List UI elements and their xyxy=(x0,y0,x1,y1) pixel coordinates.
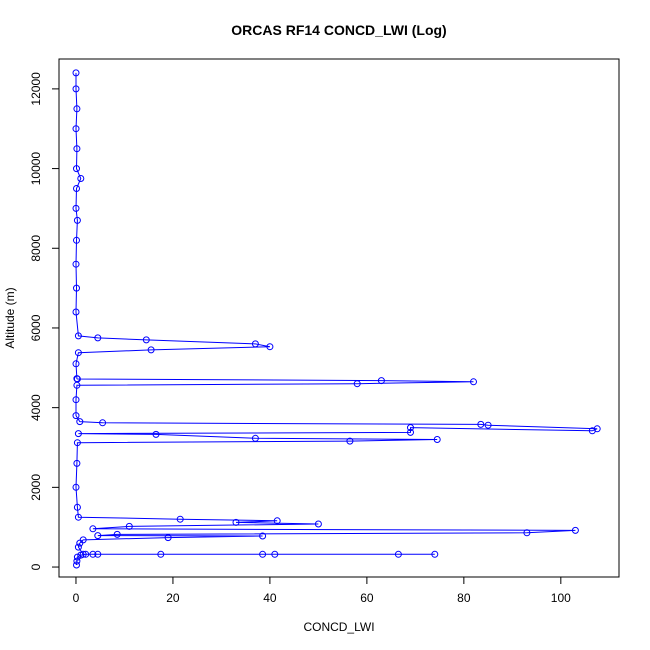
data-point xyxy=(73,439,81,447)
data-point xyxy=(273,517,281,525)
data-point xyxy=(346,437,354,445)
data-point xyxy=(74,513,82,521)
data-point xyxy=(72,483,80,491)
data-point xyxy=(74,349,82,357)
data-point xyxy=(73,236,80,244)
y-axis: 0 2000 4000 6000 8000 10000 12000 xyxy=(29,72,60,570)
data-point xyxy=(74,332,82,340)
x-axis-label: CONCD_LWI xyxy=(303,620,374,634)
data-point xyxy=(73,284,80,292)
y-tick-label: 12000 xyxy=(29,72,43,106)
y-axis-label: Altitude (m) xyxy=(3,287,17,348)
data-point xyxy=(73,105,81,113)
data-point xyxy=(73,381,81,389)
data-point xyxy=(89,525,97,533)
data-point xyxy=(73,459,81,467)
data-point xyxy=(72,85,80,93)
data-point xyxy=(73,503,81,511)
data-point xyxy=(588,427,596,435)
y-tick-label: 10000 xyxy=(29,152,43,186)
data-point xyxy=(76,418,84,426)
data-point xyxy=(73,165,80,173)
data-point xyxy=(72,204,80,212)
data-point xyxy=(266,343,274,351)
data-point xyxy=(431,550,439,558)
data-point xyxy=(164,534,172,542)
data-point xyxy=(72,396,80,404)
y-tick-label: 6000 xyxy=(29,314,43,341)
x-tick-label: 40 xyxy=(263,591,277,605)
data-point xyxy=(523,529,531,537)
data-point xyxy=(89,550,97,558)
x-axis: 0 20 40 60 80 100 xyxy=(73,576,571,605)
data-point xyxy=(74,430,82,438)
data-point xyxy=(377,377,385,385)
data-point xyxy=(82,550,90,558)
data-point xyxy=(76,539,84,547)
data-point xyxy=(571,526,579,534)
data-point xyxy=(77,551,85,559)
data-point xyxy=(353,380,361,388)
data-point xyxy=(314,520,322,528)
x-tick-label: 20 xyxy=(166,591,180,605)
data-point xyxy=(259,550,267,558)
data-point xyxy=(94,550,102,558)
data-point xyxy=(72,125,80,133)
data-point xyxy=(73,557,81,565)
data-point xyxy=(72,260,80,268)
data-point xyxy=(157,550,165,558)
y-tick-label: 0 xyxy=(29,563,43,570)
data-point xyxy=(72,308,80,316)
data-point xyxy=(73,145,81,153)
data-point xyxy=(407,424,414,432)
data-point xyxy=(394,550,402,558)
x-tick-label: 100 xyxy=(551,591,571,605)
data-point xyxy=(251,340,259,348)
series-line xyxy=(75,72,598,566)
data-point xyxy=(470,378,477,386)
data-point xyxy=(232,518,240,526)
data-point xyxy=(72,360,80,368)
data-point xyxy=(94,532,102,540)
data-point xyxy=(142,336,150,344)
series-group xyxy=(72,69,601,569)
data-point xyxy=(125,522,133,530)
data-point xyxy=(113,530,121,538)
y-tick-label: 4000 xyxy=(29,394,43,421)
data-point xyxy=(147,346,155,354)
data-point xyxy=(271,550,279,558)
data-point xyxy=(152,430,160,438)
data-point xyxy=(407,428,414,436)
data-point xyxy=(73,561,80,569)
data-point xyxy=(74,543,82,551)
data-point xyxy=(94,334,102,342)
x-tick-label: 60 xyxy=(360,591,374,605)
data-point xyxy=(73,185,80,192)
chart-title: ORCAS RF14 CONCD_LWI (Log) xyxy=(231,22,446,38)
x-tick-label: 0 xyxy=(73,591,80,605)
data-point xyxy=(176,515,184,523)
x-tick-label: 80 xyxy=(457,591,471,605)
data-point xyxy=(433,436,441,443)
y-tick-label: 2000 xyxy=(29,474,43,501)
data-point xyxy=(72,412,80,420)
data-point xyxy=(72,69,80,77)
data-point xyxy=(484,421,492,429)
data-point xyxy=(73,216,81,224)
data-point xyxy=(99,419,107,427)
data-point xyxy=(251,434,259,442)
data-point xyxy=(77,175,85,182)
data-point xyxy=(73,553,81,561)
y-tick-label: 8000 xyxy=(29,235,43,262)
data-point xyxy=(477,420,485,428)
data-point xyxy=(259,532,267,540)
